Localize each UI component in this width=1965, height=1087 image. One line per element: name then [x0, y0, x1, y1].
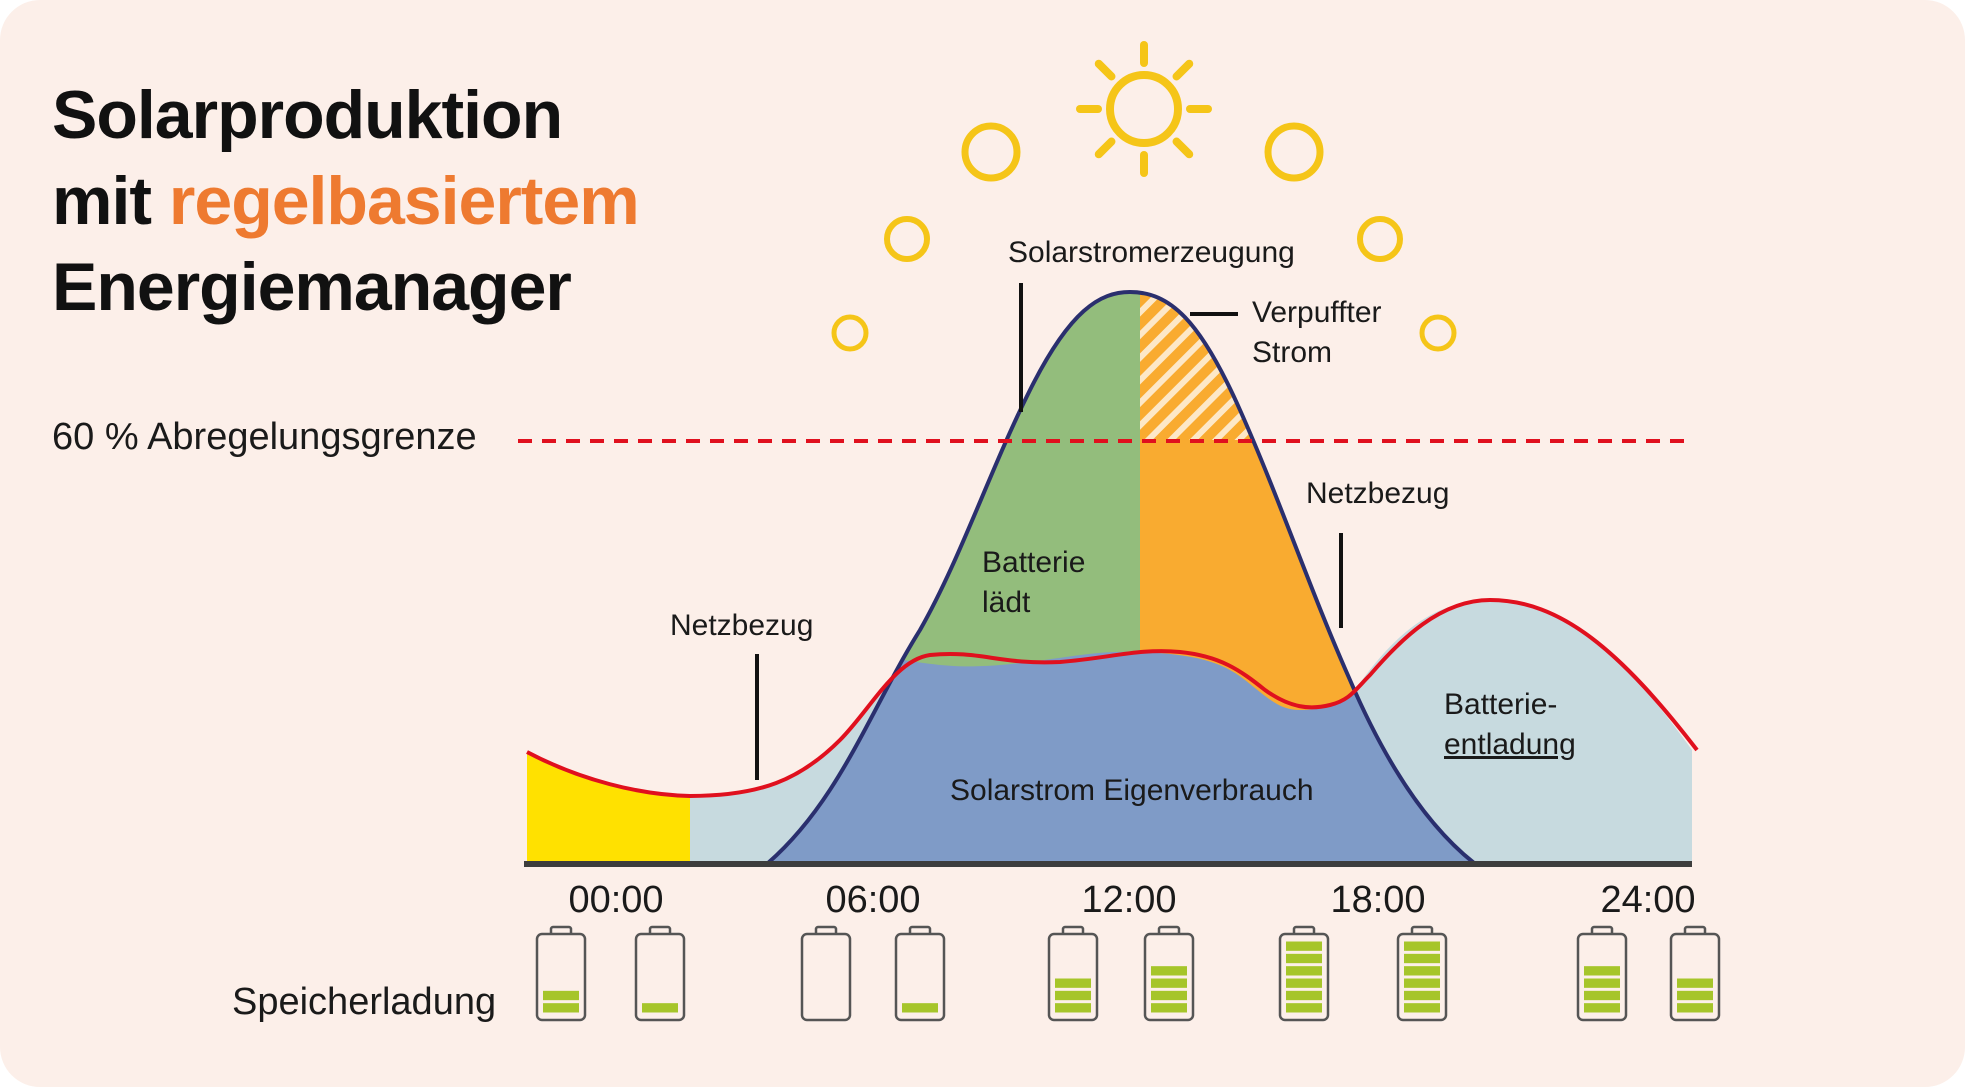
battery-charge-bar	[902, 1003, 938, 1013]
solar-generation-label: Solarstromerzeugung	[1008, 236, 1295, 269]
battery-charge-bar	[1677, 1003, 1713, 1013]
battery-icon	[1278, 925, 1330, 1022]
battery-discharge-label-2: entladung	[1444, 728, 1576, 761]
sun-position-icon	[1357, 216, 1403, 262]
battery-charge-bar	[1055, 1003, 1091, 1013]
sun-position-icon	[961, 122, 1021, 182]
limit-label: 60 % Abregelungsgrenze	[52, 416, 477, 458]
battery-charge-bar	[543, 990, 579, 1001]
battery-icon	[894, 925, 946, 1022]
night-yellow-area	[527, 752, 690, 863]
sun-icon	[1106, 71, 1182, 147]
sun-group	[831, 41, 1457, 352]
grid-right-label: Netzbezug	[1306, 477, 1449, 510]
night-grid-area-right	[1355, 600, 1692, 863]
battery-charge-bar	[1055, 990, 1091, 1001]
title-line-3: Energiemanager	[52, 249, 572, 325]
wasted-power-label-1: Verpuffter	[1252, 296, 1382, 329]
consumption-curve	[526, 597, 1699, 799]
time-axis: 00:00 06:00 12:00 18:00 24:00	[568, 879, 1695, 921]
battery-charge-bar	[1151, 1003, 1187, 1013]
battery-icon	[535, 925, 587, 1022]
battery-charge-bar	[1404, 953, 1440, 964]
time-tick-label: 00:00	[568, 879, 663, 921]
battery-charging-label-2: lädt	[982, 586, 1031, 619]
battery-icon	[1047, 925, 1099, 1022]
title-line-2-prefix: mit	[52, 163, 169, 239]
sun-position-icon	[884, 216, 930, 262]
battery-charge-bar	[1404, 941, 1440, 951]
page-title: Solarproduktion mit regelbasiertem Energie…	[52, 72, 640, 330]
battery-charge-bar	[1286, 953, 1322, 964]
sun-rays	[1076, 41, 1212, 177]
sun-position-icon	[1419, 314, 1457, 352]
battery-charge-bar	[1584, 966, 1620, 976]
battery-charge-bar	[1286, 978, 1322, 988]
battery-charge-bar	[1404, 990, 1440, 1001]
sun-ray	[1094, 137, 1116, 159]
battery-charge-bar	[1151, 978, 1187, 988]
battery-discharge-label-1: Batterie-	[1444, 688, 1557, 721]
title-line-1: Solarproduktion	[52, 77, 563, 153]
battery-charge-bar	[1404, 978, 1440, 988]
battery-charge-bar	[1286, 1003, 1322, 1013]
battery-charging-label-1: Batterie	[982, 546, 1085, 579]
self-consumption-label: Solarstrom Eigenverbrauch	[950, 774, 1314, 807]
battery-body	[800, 932, 852, 1022]
time-tick-label: 24:00	[1600, 879, 1695, 921]
battery-row	[535, 925, 1721, 1022]
battery-charge-bar	[1286, 990, 1322, 1001]
battery-charge-bar	[1584, 1003, 1620, 1013]
sun-ray	[1172, 59, 1194, 81]
battery-icon	[1669, 925, 1721, 1022]
time-tick-label: 18:00	[1330, 879, 1425, 921]
battery-icon	[1143, 925, 1195, 1022]
battery-icon	[1396, 925, 1448, 1022]
battery-charge-bar	[1151, 990, 1187, 1001]
battery-charge-bar	[1286, 966, 1322, 976]
battery-body	[894, 932, 946, 1022]
battery-charge-bar	[1677, 990, 1713, 1001]
battery-charge-bar	[642, 1003, 678, 1013]
sun-ray	[1094, 59, 1116, 81]
battery-charge-bar	[543, 1003, 579, 1013]
time-tick-label: 12:00	[1081, 879, 1176, 921]
battery-icon	[634, 925, 686, 1022]
time-tick-label: 06:00	[825, 879, 920, 921]
battery-charge-bar	[1286, 941, 1322, 951]
sun-position-icon	[831, 314, 869, 352]
battery-icon	[1576, 925, 1628, 1022]
battery-charge-bar	[1404, 1003, 1440, 1013]
title-highlight: regelbasiertem	[168, 163, 640, 239]
solar-generation-curve	[766, 289, 1476, 865]
battery-charge-bar	[1404, 966, 1440, 976]
sun-ray	[1172, 137, 1194, 159]
sun-position-icon	[1264, 122, 1324, 182]
time-axis-line	[524, 861, 1692, 867]
grid-left-label: Netzbezug	[670, 609, 813, 642]
battery-charge-bar	[1584, 990, 1620, 1001]
battery-charge-bar	[1151, 966, 1187, 976]
battery-icon	[800, 925, 852, 1022]
battery-charge-bar	[1677, 978, 1713, 988]
storage-label: Speicherladung	[232, 981, 496, 1023]
battery-charge-bar	[1055, 978, 1091, 988]
battery-charge-bar	[1584, 978, 1620, 988]
wasted-power-label-2: Strom	[1252, 336, 1332, 369]
battery-body	[634, 932, 686, 1022]
self-consumption-area	[768, 651, 1474, 863]
